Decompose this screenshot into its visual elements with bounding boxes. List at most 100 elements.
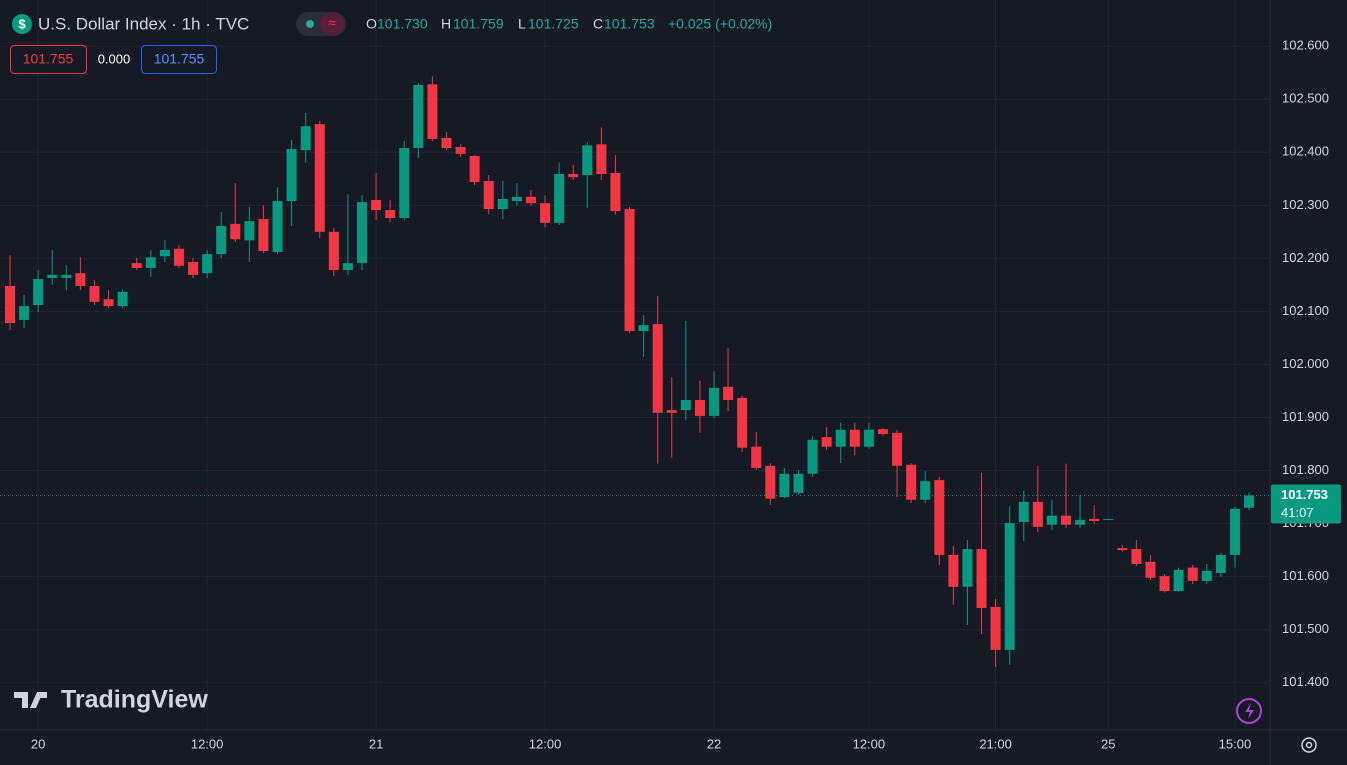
y-tick-label: 101.500 <box>1282 621 1329 636</box>
x-tick-label: 12:00 <box>191 736 224 751</box>
candle-body <box>652 324 663 413</box>
grid <box>0 0 1270 730</box>
candle-body <box>357 202 367 264</box>
candle-body <box>793 473 804 493</box>
candle-body <box>1117 548 1128 551</box>
candle-body <box>1018 501 1029 523</box>
buy-button[interactable] <box>141 45 217 74</box>
candle-body <box>1201 570 1212 581</box>
candle-body <box>568 174 579 178</box>
candle-body <box>554 174 565 223</box>
status-dot <box>306 20 314 28</box>
candle-body <box>75 273 86 286</box>
candle-body <box>666 410 677 413</box>
symbol-icon <box>12 14 32 34</box>
countdown: 41:07 <box>1281 505 1314 520</box>
ohlc-label: O <box>366 16 377 32</box>
candle-body <box>61 274 72 278</box>
candle-body <box>779 473 790 498</box>
candle-body <box>737 397 748 448</box>
candle-body <box>33 279 44 306</box>
y-tick-label: 102.500 <box>1282 91 1329 106</box>
delay-badge[interactable] <box>320 14 344 34</box>
candle-body <box>1103 518 1114 520</box>
candle-body <box>328 231 339 271</box>
candle-body <box>751 446 762 468</box>
candle-body <box>145 257 156 268</box>
x-tick-label: 21:00 <box>979 736 1012 751</box>
candle-body <box>216 226 227 255</box>
candle-body <box>511 196 522 202</box>
candle-body <box>1061 515 1071 525</box>
candle-body <box>89 285 100 302</box>
x-tick-label: 15:00 <box>1219 736 1252 751</box>
candle-body <box>892 432 903 466</box>
candle-body <box>1215 554 1226 573</box>
candle-body <box>131 263 142 268</box>
candle-body <box>399 148 410 219</box>
y-tick-label: 101.400 <box>1282 674 1329 689</box>
candle-body <box>694 400 705 416</box>
candle-body <box>441 137 452 149</box>
candle-body <box>680 400 691 411</box>
alert-icon[interactable] <box>1236 698 1262 724</box>
sell-button[interactable] <box>10 45 87 74</box>
candle-body <box>906 464 917 500</box>
y-tick-label: 102.100 <box>1282 303 1329 318</box>
watermark-logo <box>14 692 47 708</box>
candle-body <box>300 126 311 151</box>
y-tick-label: 101.800 <box>1282 462 1329 477</box>
ohlc-value: 101.725 <box>528 16 579 32</box>
alert-glyph <box>1245 703 1254 719</box>
candle-body <box>1075 519 1086 525</box>
buy-price: 101.755 <box>154 51 205 67</box>
ohlc-label: H <box>441 16 451 32</box>
x-tick-label: 21 <box>369 736 383 751</box>
candle-body <box>188 262 199 275</box>
ohlc-label: L <box>518 16 526 32</box>
candle-body <box>103 299 114 307</box>
candle-body <box>413 84 424 149</box>
candle-body <box>19 306 30 320</box>
settings-icon[interactable] <box>1301 737 1317 753</box>
candle-body <box>497 198 508 210</box>
last-price-label: 101.753 <box>1281 487 1328 502</box>
candle-body <box>723 386 734 401</box>
candle-body <box>525 196 536 204</box>
candle-body <box>1131 549 1142 564</box>
y-tick-label: 101.900 <box>1282 409 1329 424</box>
candle-body <box>1145 561 1156 578</box>
candle-body <box>455 146 466 154</box>
candle-body <box>582 145 593 176</box>
y-tick-label: 102.600 <box>1282 38 1329 53</box>
ohlc-value: 101.759 <box>453 16 504 32</box>
candle-body <box>934 480 945 555</box>
candles <box>5 76 1255 667</box>
ohlc-label: C <box>593 16 603 32</box>
candle-body <box>427 84 438 139</box>
candle-body <box>948 554 959 587</box>
x-tick-label: 12:00 <box>529 736 562 751</box>
candle-body <box>807 439 818 474</box>
candle-body <box>117 291 128 307</box>
spread: 0.000 <box>98 51 131 66</box>
candle-body <box>173 248 184 266</box>
x-tick-label: 25 <box>1101 736 1115 751</box>
candle-body <box>1173 569 1184 592</box>
candle-body <box>863 429 874 447</box>
candle-body <box>1004 523 1015 650</box>
symbol-icon-glyph: $ <box>18 16 26 31</box>
candle-body <box>920 481 931 500</box>
settings-icon-core <box>1305 741 1313 749</box>
y-tick-label: 102.200 <box>1282 250 1329 265</box>
candle-body <box>1089 518 1100 521</box>
candle-body <box>342 263 353 271</box>
candle-body <box>483 180 494 210</box>
candle-body <box>835 429 846 447</box>
candle-body <box>1244 495 1255 508</box>
candle-body <box>385 210 396 219</box>
candle-body <box>849 429 860 447</box>
candle-body <box>258 219 269 251</box>
candle-body <box>610 172 621 212</box>
